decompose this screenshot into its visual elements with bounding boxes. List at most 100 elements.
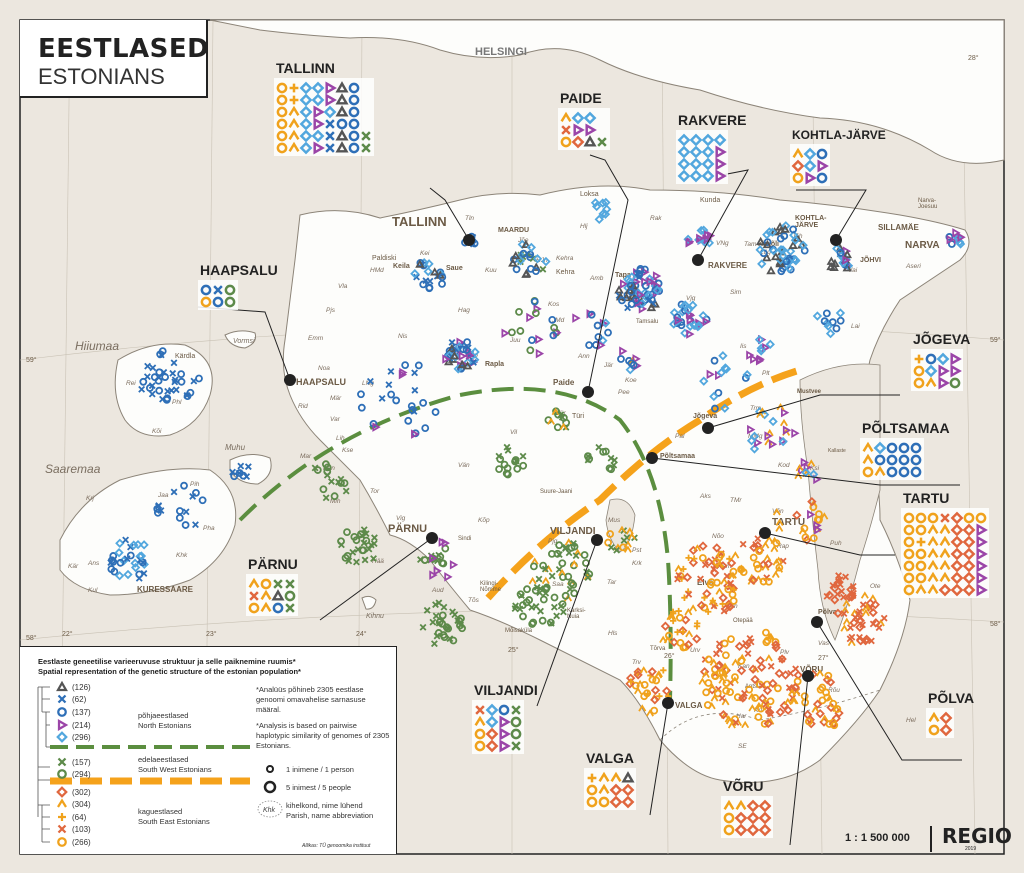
circle-symbol: [903, 584, 915, 596]
scale-label: 1 : 1 500 000: [845, 832, 910, 844]
city-marker[interactable]: [692, 254, 704, 266]
plus-symbol: [587, 773, 597, 783]
circle-symbol: [57, 769, 67, 779]
parish-label: Rap: [777, 543, 789, 550]
circle-symbol: [155, 386, 164, 395]
triangle-right-symbol: [572, 313, 581, 323]
x-symbol: [378, 394, 386, 402]
diamond-symbol: [688, 557, 699, 568]
city-marker[interactable]: [702, 422, 714, 434]
diamond-symbol: [833, 578, 843, 588]
triangle-right-symbol: [313, 105, 325, 119]
x-symbol: [323, 471, 331, 479]
callout-title: RAKVERE: [678, 112, 746, 128]
circle-symbol: [107, 565, 116, 573]
x-symbol: [342, 487, 350, 495]
parish-label: Pal: [675, 433, 685, 440]
circle-symbol: [555, 541, 564, 550]
parish-label: Kan: [738, 663, 750, 670]
triangle-symbol: [780, 224, 790, 233]
x-symbol: [213, 285, 223, 295]
graticule-label: 24°: [356, 630, 367, 638]
diamond-symbol: [757, 259, 767, 269]
diamond-symbol: [716, 368, 727, 378]
x-symbol: [432, 612, 440, 620]
callout-paide: PAIDE: [558, 90, 629, 398]
diamond-symbol: [749, 444, 760, 454]
diamond-symbol: [718, 593, 728, 603]
circle-symbol: [963, 512, 975, 524]
diamond-symbol: [423, 266, 433, 277]
circle-symbol: [552, 407, 560, 416]
triangle-symbol: [521, 239, 531, 249]
city-marker[interactable]: [284, 374, 296, 386]
triangle-symbol: [583, 135, 597, 147]
circle-symbol: [707, 578, 716, 587]
diamond-symbol: [601, 318, 611, 328]
city-marker[interactable]: [811, 616, 823, 628]
caret-symbol: [646, 709, 654, 717]
circle-symbol: [886, 466, 898, 478]
caret-symbol: [710, 694, 719, 702]
circle-symbol: [548, 315, 557, 324]
city-marker[interactable]: [646, 452, 658, 464]
x-symbol: [495, 452, 503, 460]
circle-symbol: [717, 550, 725, 559]
city-marker[interactable]: [591, 534, 603, 546]
map-title: EESTLASED: [38, 34, 210, 64]
legend-parish: kihelkond, nime lühend: [286, 801, 363, 810]
diamond-symbol: [299, 141, 313, 155]
caret-symbol: [874, 465, 886, 476]
city-marker[interactable]: [662, 697, 674, 709]
x-symbol: [470, 358, 477, 366]
legend-sw-en: South West Estonians: [138, 765, 212, 774]
diamond-symbol: [693, 322, 703, 332]
caret-symbol: [684, 608, 693, 616]
triangle-right-symbol: [957, 232, 966, 243]
x-symbol: [840, 593, 847, 601]
diamond-symbol: [720, 403, 730, 413]
map-title-box: EESTLASED ESTONIANS: [20, 20, 210, 98]
parish-label: Kõp: [478, 517, 490, 524]
triangle-symbol: [830, 258, 840, 268]
city-marker[interactable]: [582, 386, 594, 398]
x-symbol: [504, 446, 512, 454]
x-symbol: [366, 377, 374, 385]
city-marker[interactable]: [759, 527, 771, 539]
caret-symbol: [248, 577, 260, 588]
triangle-right-symbol: [325, 93, 337, 107]
x-symbol: [244, 463, 252, 471]
circle-symbol: [640, 680, 649, 689]
city-marker[interactable]: [463, 234, 475, 246]
triangle-right-symbol: [433, 566, 442, 576]
diamond-symbol: [129, 540, 139, 550]
x-symbol: [675, 571, 683, 579]
caret-symbol: [559, 422, 568, 431]
x-symbol: [597, 137, 607, 147]
parish-label: Vai: [848, 267, 858, 274]
callout-leader-line: [587, 154, 629, 393]
caret-symbol: [811, 705, 820, 713]
diamond-symbol: [778, 251, 788, 261]
caret-symbol: [772, 508, 781, 516]
triangle-right-symbol: [782, 425, 792, 435]
legend-north-et: põhjaeestlased: [138, 711, 189, 720]
circle-symbol: [801, 533, 810, 542]
city-marker[interactable]: [426, 532, 438, 544]
diamond-symbol: [823, 321, 833, 331]
legend-note-en: *Analysis is based on pairwise haplotypi…: [256, 721, 390, 750]
city-marker[interactable]: [830, 234, 842, 246]
diamond-symbol: [758, 799, 772, 813]
circle-symbol: [526, 346, 535, 355]
diamond-symbol: [685, 321, 695, 331]
circle-symbol: [804, 717, 813, 726]
triangle-right-symbol: [976, 559, 988, 573]
diamond-symbol: [683, 639, 694, 650]
circle-symbol: [357, 390, 365, 399]
plus-symbol: [674, 628, 681, 636]
circle-symbol: [248, 602, 260, 614]
caret-symbol: [721, 662, 729, 670]
caret-symbol: [260, 601, 272, 612]
x-symbol: [835, 572, 842, 580]
city-marker[interactable]: [802, 670, 814, 682]
